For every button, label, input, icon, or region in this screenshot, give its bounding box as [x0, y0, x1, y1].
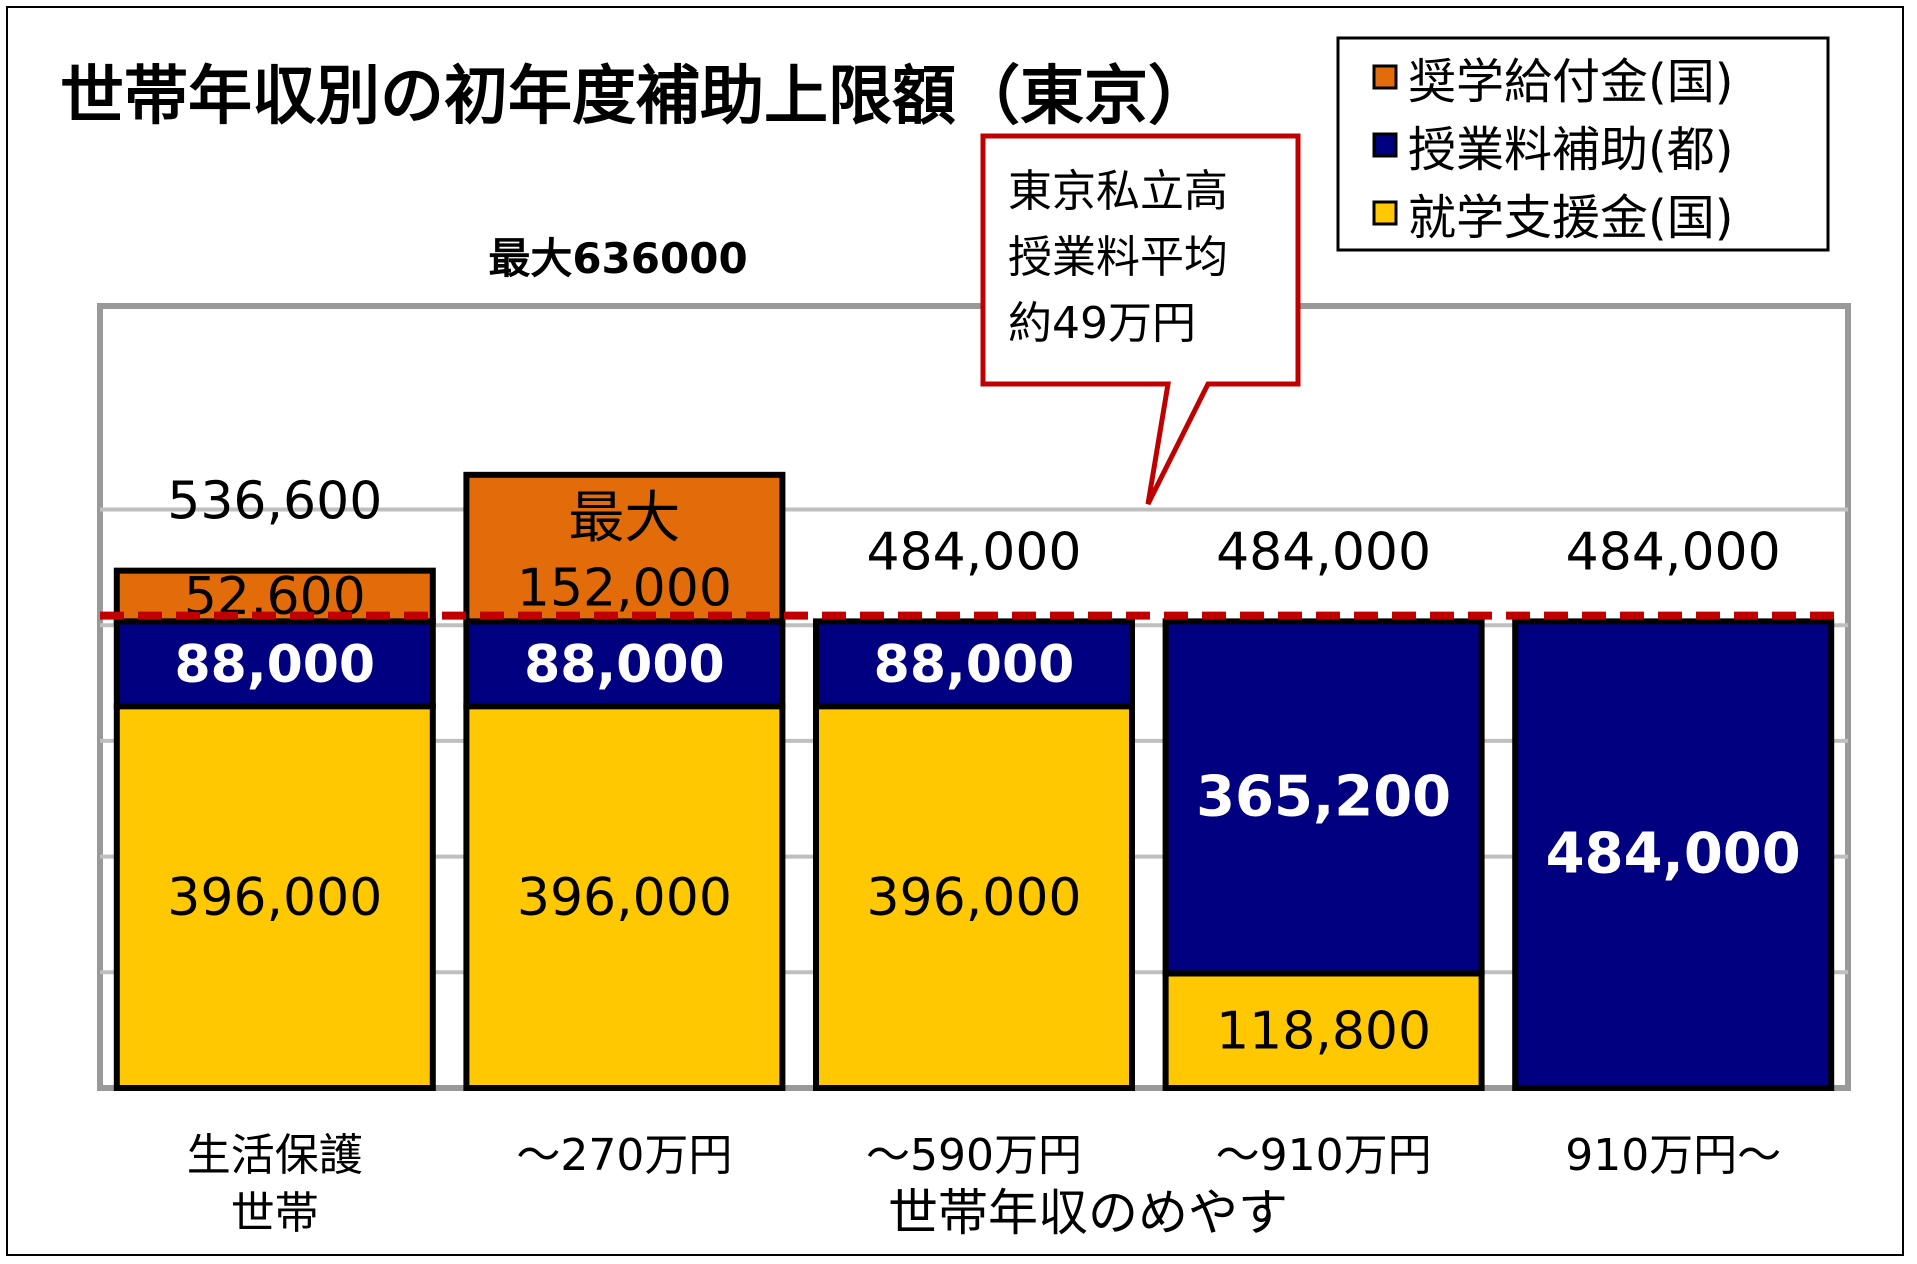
bar-total-label: 484,000: [1216, 522, 1431, 582]
bar-total-label: 484,000: [866, 522, 1081, 582]
bar-value-label: 88,000: [174, 635, 375, 695]
bar-value-label: 88,000: [524, 635, 725, 695]
category-label: ～590万円: [866, 1130, 1082, 1181]
bar-total-label: 536,600: [167, 472, 382, 532]
category-label: ～910万円: [1216, 1130, 1432, 1181]
callout-text: 授業料平均: [1008, 232, 1228, 283]
bar-segment: [113, 703, 436, 1091]
legend-swatch: [1372, 132, 1398, 158]
bar-value-label: 88,000: [874, 635, 1075, 695]
bar-value-label: 484,000: [1546, 822, 1801, 887]
bar-total-label: 484,000: [1566, 522, 1781, 582]
bar-value-label: 396,000: [517, 868, 732, 928]
legend: 奨学給付金(国) 授業料補助(都) 就学支援金(国): [1336, 36, 1830, 252]
bar-value-label: 396,000: [866, 868, 1081, 928]
bar-segment: [813, 703, 1135, 1091]
category-label: 世帯: [231, 1188, 319, 1239]
bar-prefix-label: 最大: [568, 486, 680, 551]
bar-segment: [463, 703, 786, 1091]
bar-segment: [813, 618, 1135, 710]
callout-text: 約49万円: [1008, 298, 1196, 349]
legend-label: 就学支援金(国): [1408, 190, 1733, 246]
max-annotation: 最大636000: [488, 234, 747, 283]
legend-label: 奨学給付金(国): [1408, 54, 1733, 110]
bar-value-label: 152,000: [517, 558, 732, 618]
legend-swatch: [1372, 200, 1398, 226]
x-axis-label: 世帯年収のめやす: [888, 1184, 1288, 1242]
bar-segment: [1162, 970, 1485, 1091]
stacked-bar-chart: 世帯年収別の初年度補助上限額（東京） 世帯年収のめやす 最大636000 396…: [60, 36, 1851, 1242]
category-label: 910万円～: [1565, 1130, 1781, 1181]
bar-segment: [1512, 618, 1835, 1091]
chart-frame: 世帯年収別の初年度補助上限額（東京） 世帯年収のめやす 最大636000 396…: [6, 6, 1904, 1256]
bar-value-label: 118,800: [1216, 1002, 1431, 1062]
bar-segment: [463, 471, 786, 625]
legend-box: [1336, 36, 1830, 252]
legend-label: 授業料補助(都): [1408, 122, 1733, 178]
plot-area: 396,00088,00052,600536,600生活保護世帯396,0008…: [97, 303, 1851, 1239]
callout-text: 東京私立高: [1008, 166, 1228, 217]
bar-value-label: 396,000: [167, 868, 382, 928]
bar-segment: [1162, 618, 1485, 977]
callout-box: [980, 133, 1301, 506]
chart-title: 世帯年収別の初年度補助上限額（東京）: [60, 60, 1212, 134]
category-label: 生活保護: [187, 1130, 363, 1181]
legend-swatch: [1372, 64, 1398, 90]
bar-value-label: 365,200: [1196, 764, 1451, 829]
category-label: ～270万円: [516, 1130, 732, 1181]
